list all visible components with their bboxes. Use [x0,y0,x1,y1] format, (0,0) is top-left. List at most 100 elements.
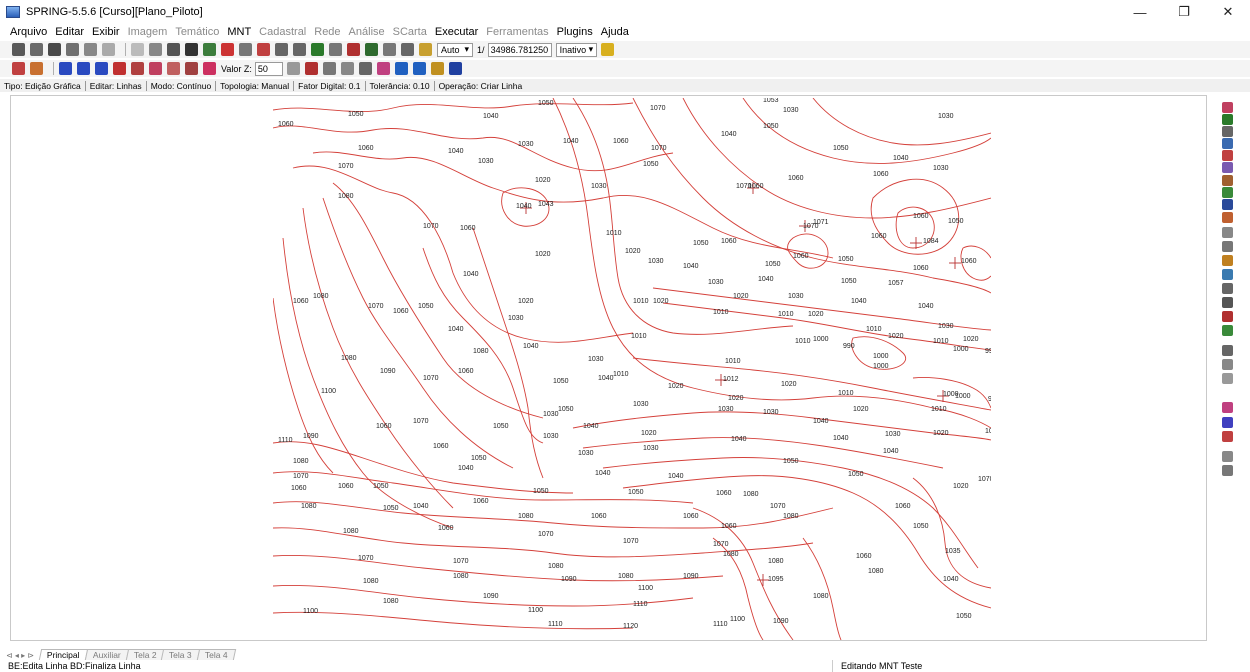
dot-icon[interactable] [1222,402,1233,413]
height-icon[interactable] [1222,311,1233,322]
point-icon[interactable] [167,62,180,75]
tab-auxiliar[interactable]: Auxiliar [84,649,129,660]
text-icon[interactable] [1222,345,1233,356]
maximize-button[interactable]: ❐ [1178,4,1190,19]
menu-editar[interactable]: Editar [55,26,85,38]
red-square-icon[interactable] [113,62,126,75]
select-line-icon[interactable] [376,62,390,75]
move-node-icon[interactable] [1222,138,1233,149]
menu-exibir[interactable]: Exibir [92,26,120,38]
menu-imagem[interactable]: Imagem [127,26,168,38]
break-line-icon[interactable] [1222,187,1233,198]
label-icon[interactable] [1222,359,1233,370]
zoom-in-icon[interactable] [275,43,288,56]
help-icon[interactable] [601,43,615,56]
display-icon[interactable] [365,43,378,56]
zoom-out-icon[interactable] [293,43,306,56]
elevation-point-marker[interactable] [520,202,532,214]
tab-navigation[interactable]: ⊲ ◂ ▸ ⊳ [6,651,35,660]
square-icon[interactable] [59,62,72,75]
tab-tela-2[interactable]: Tela 2 [125,649,165,660]
settings-icon[interactable] [304,62,318,75]
elevation-point-marker[interactable] [910,237,922,249]
contour-map[interactable]: 1050 1070 1053 1030 1030 1060 1050 1040 1030 1040… [273,98,991,640]
menu-mnt[interactable]: MNT [227,26,252,38]
menu-arquivo[interactable]: Arquivo [10,26,48,38]
add-icon[interactable] [185,43,198,56]
node-tool-icon[interactable] [1222,114,1233,125]
spline-icon[interactable] [131,62,144,75]
save-icon[interactable] [358,62,372,75]
menu-ajuda[interactable]: Ajuda [600,26,629,38]
move-icon[interactable] [203,43,216,56]
grid-icon[interactable] [401,43,414,56]
ring-icon[interactable] [1222,431,1233,442]
edit-icon[interactable] [257,43,270,56]
ruler-icon[interactable] [1222,451,1233,462]
offset-icon[interactable] [1222,297,1233,308]
elevation-point-marker[interactable] [757,574,769,586]
merge-icon[interactable] [1222,283,1233,294]
marker-icon[interactable] [430,62,444,75]
pan-icon[interactable] [311,43,324,56]
split-line-icon[interactable] [1222,175,1233,186]
project-icon[interactable] [30,43,43,56]
refresh-icon[interactable] [347,43,360,56]
scale-input[interactable]: 34986.781250 [487,42,552,57]
panel-icon[interactable] [66,43,79,56]
back-icon[interactable] [329,43,342,56]
measure-icon[interactable] [1222,465,1233,476]
globe-icon[interactable] [394,62,408,75]
state-select[interactable]: Inativo ▾ [555,42,598,57]
join-line-icon[interactable] [1222,162,1233,173]
drag-tool-icon[interactable] [1222,241,1233,252]
edit-line-icon[interactable] [1222,212,1233,223]
menu-rede[interactable]: Rede [314,26,341,38]
rotate-icon[interactable] [322,62,336,75]
info-panel-icon[interactable] [412,62,426,75]
close-button[interactable]: ✕ [1222,4,1234,19]
curve-icon[interactable] [185,62,198,75]
sort-icon[interactable] [1222,325,1233,336]
node-icon[interactable] [1222,417,1233,428]
database-icon[interactable] [12,43,25,56]
zoom-options-icon[interactable] [383,43,396,56]
menu-cadastral[interactable]: Cadastral [259,26,307,38]
cursor-icon[interactable] [239,43,252,56]
pencil-icon[interactable] [84,43,97,56]
align-icon[interactable] [1222,269,1233,280]
tab-tela-4[interactable]: Tela 4 [196,649,236,660]
snap-icon[interactable] [1222,255,1233,266]
menu-plugins[interactable]: Plugins [556,26,593,38]
zoom-mode-select[interactable]: Auto ▾ [437,42,474,57]
layers-icon[interactable] [48,43,61,56]
tab-tela-3[interactable]: Tela 3 [161,649,201,660]
edit-node-icon[interactable] [1222,126,1233,137]
window-icon[interactable] [102,43,115,56]
elevation-point-marker[interactable] [949,257,961,269]
elevation-point-marker[interactable] [799,220,811,232]
delete-icon[interactable] [203,62,216,75]
arc-tool-icon[interactable] [1222,150,1233,161]
elevation-point-marker[interactable] [937,390,949,402]
tools-icon[interactable] [149,43,162,56]
line-icon[interactable] [149,62,162,75]
frame-icon[interactable] [95,62,108,75]
mnt-icon[interactable] [12,62,25,75]
menu-análise[interactable]: Análise [348,26,385,38]
move-tool-icon[interactable] [1222,227,1233,238]
elevation-point-marker[interactable] [747,182,759,194]
valor-z-input[interactable]: 50 [254,61,283,76]
contour-icon[interactable] [30,62,43,75]
minimize-button[interactable]: — [1133,4,1147,20]
undo-icon[interactable] [340,62,354,75]
menu-scarta[interactable]: SCarta [392,26,427,38]
question-icon[interactable] [448,62,462,75]
scissors-icon[interactable] [131,43,144,56]
draw-line-icon[interactable] [1222,199,1233,210]
menu-executar[interactable]: Executar [434,26,479,38]
select-tool-icon[interactable] [1222,102,1233,113]
menu-ferramentas[interactable]: Ferramentas [486,26,549,38]
palette-icon[interactable] [419,43,432,56]
step-icon[interactable] [286,62,300,75]
